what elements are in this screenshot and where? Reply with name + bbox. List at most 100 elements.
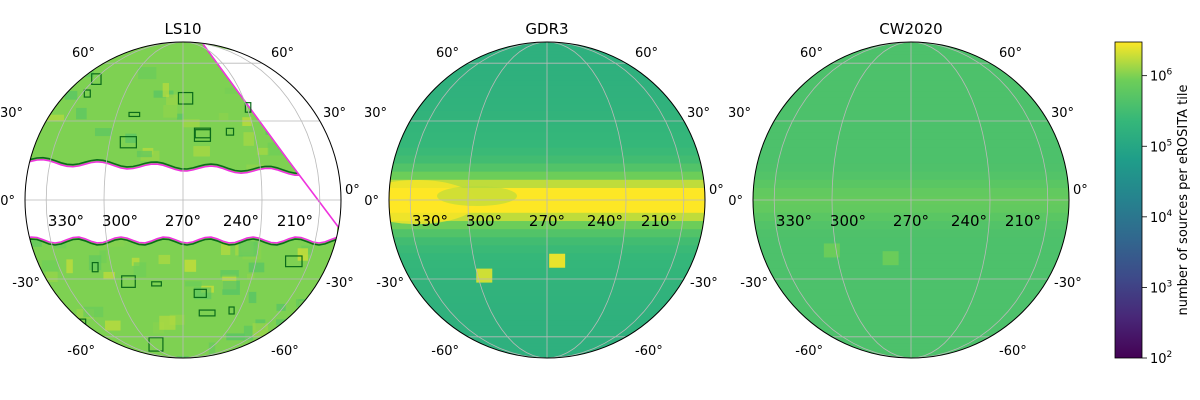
lon-label: 300°	[830, 212, 866, 230]
density-patch	[250, 343, 266, 357]
density-patch	[322, 316, 333, 324]
density-patch	[123, 353, 139, 358]
contour-island	[83, 89, 91, 98]
density-patch	[41, 42, 60, 48]
disc-border	[752, 41, 1070, 359]
graticule-meridian	[467, 42, 548, 358]
density-patch	[222, 280, 240, 295]
density-patch	[159, 315, 176, 330]
disc-content	[389, 42, 705, 358]
lat-label-right: -60°	[635, 344, 663, 359]
colorbar-gradient	[1114, 41, 1143, 359]
lon-label: 300°	[466, 212, 502, 230]
disc-border	[388, 41, 706, 359]
density-patch	[163, 105, 178, 118]
density-patch	[328, 266, 341, 274]
lon-label: 270°	[893, 212, 929, 230]
panel-gdr3: GDR3 60° 60° 30° 30° 0° 0° -30° -30° -60° -60° 330°…	[364, 20, 724, 359]
colorbar-tick-label: 104	[1150, 209, 1173, 226]
density-patch	[208, 342, 216, 355]
lon-label: 330°	[776, 212, 812, 230]
density-patch	[276, 303, 286, 311]
density-patch	[257, 147, 270, 155]
density-patch	[26, 43, 34, 52]
lon-label: 300°	[102, 212, 138, 230]
density-patch	[182, 119, 200, 128]
lat-label-left: 0°	[728, 194, 743, 209]
density-hotspot	[882, 251, 899, 266]
lon-label: 210°	[277, 212, 313, 230]
density-patch	[290, 68, 306, 79]
lat-label-left: -60°	[431, 344, 459, 359]
lon-label: 330°	[412, 212, 448, 230]
contour-island	[193, 127, 212, 142]
colorbar-tick-label: 103	[1150, 279, 1172, 296]
density-patch	[125, 133, 137, 143]
density-patch	[243, 132, 255, 146]
disc-enhancement	[437, 186, 517, 206]
density-patch	[99, 250, 107, 264]
density-patch	[76, 107, 87, 120]
lat-label-right: -30°	[690, 276, 718, 291]
density-patch	[243, 325, 253, 341]
density-patch	[242, 117, 252, 126]
lat-label-left: 30°	[728, 106, 751, 121]
lat-label-right: 60°	[271, 46, 294, 61]
graticule-meridian	[546, 42, 685, 358]
panel-title: CW2020	[879, 20, 942, 38]
lat-label-left: -60°	[67, 344, 95, 359]
contour-green-north	[25, 156, 338, 174]
density-patch	[258, 343, 268, 352]
contour-island	[91, 73, 102, 85]
density-patch	[324, 343, 332, 352]
disc-content	[753, 42, 1069, 358]
disc-content	[25, 42, 341, 358]
density-patch	[45, 271, 58, 283]
density-patch	[176, 113, 184, 120]
lat-label-right: 0°	[1073, 183, 1088, 198]
lat-label-right: 30°	[323, 106, 346, 121]
density-patch	[184, 259, 197, 272]
density-patch	[329, 295, 341, 304]
density-patch	[116, 356, 125, 358]
density-patch	[248, 351, 264, 358]
lat-label-right: -60°	[271, 344, 299, 359]
colorbar-tick-label: 105	[1150, 138, 1172, 155]
panel-title: GDR3	[525, 20, 568, 38]
colorbar-tick-label: 106	[1150, 68, 1173, 85]
density-patch	[136, 150, 152, 158]
contour-green-south	[25, 238, 338, 246]
density-hotspot	[549, 253, 566, 268]
lat-label-left: 60°	[72, 46, 95, 61]
density-patch	[105, 320, 121, 331]
contour-island	[225, 127, 235, 136]
contour-island	[228, 306, 235, 315]
graticule-meridian	[831, 42, 912, 358]
lat-label-left: 30°	[0, 106, 23, 121]
graticule-meridian	[182, 42, 321, 358]
lat-label-left: 0°	[364, 194, 379, 209]
density-patch	[220, 270, 239, 277]
density-patch	[25, 236, 42, 247]
density-patch	[66, 259, 73, 274]
density-patch	[316, 42, 328, 48]
density-patch	[35, 96, 53, 105]
density-patch	[158, 254, 171, 265]
density-patch	[220, 240, 231, 255]
colorbar-ticks: 102 103 104 105 106	[1142, 68, 1173, 367]
density-patch	[44, 114, 64, 122]
graticule-meridian	[103, 42, 184, 358]
density-patch	[152, 322, 164, 334]
contour-island	[177, 91, 194, 105]
density-patch	[246, 273, 255, 280]
contour-island	[91, 261, 99, 273]
density-patch	[64, 90, 78, 100]
lon-label: 270°	[165, 212, 201, 230]
lat-label-left: -30°	[376, 276, 404, 291]
density-patch	[169, 314, 185, 325]
density-patch	[133, 262, 147, 278]
density-patch	[25, 332, 34, 346]
lon-label: 270°	[529, 212, 565, 230]
contour-magenta-north	[25, 158, 338, 176]
